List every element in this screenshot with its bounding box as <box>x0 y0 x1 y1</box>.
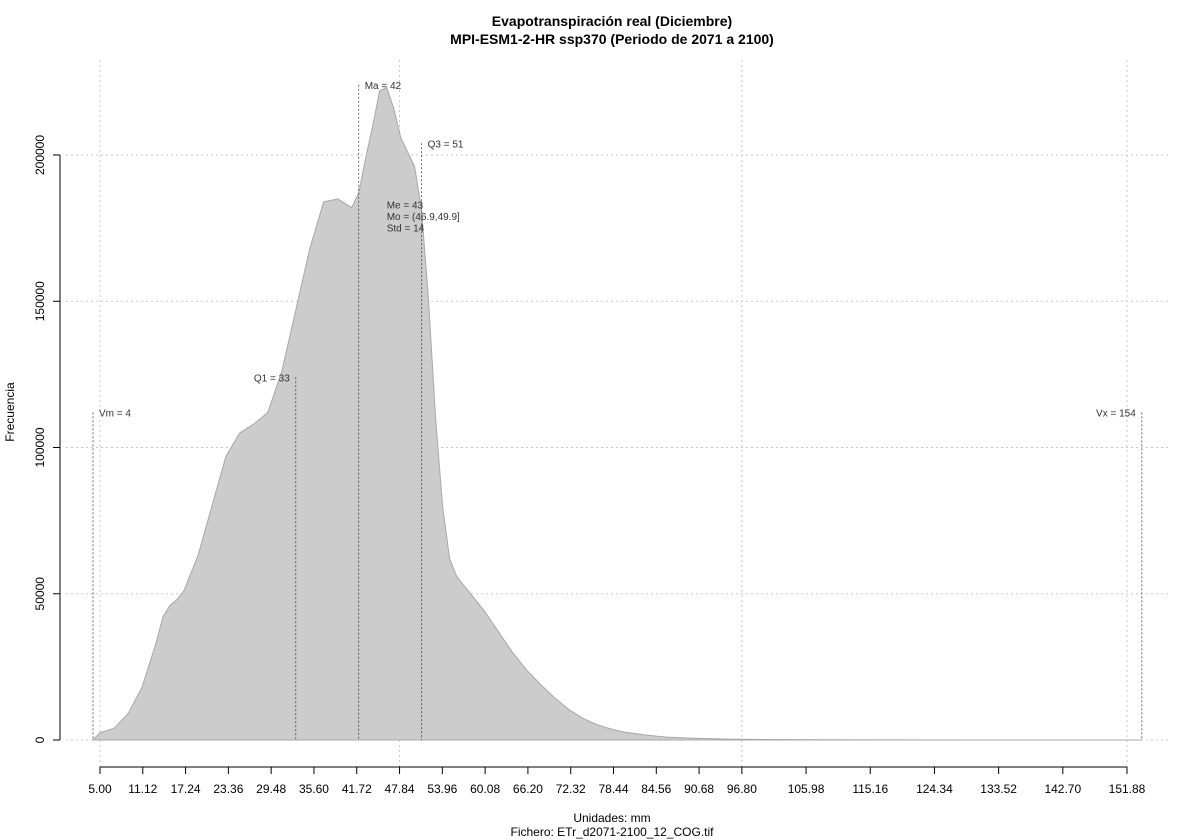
x-tick-label: 60.08 <box>470 782 500 796</box>
x-axis: 5.00 11.12 17.24 23.36 29.48 35.60 41.72 47.84 5… <box>88 766 1146 796</box>
x-tick-label: 124.34 <box>916 782 953 796</box>
frequency-area <box>91 87 1142 741</box>
y-tick-label: 200000 <box>33 135 47 175</box>
x-tick-label: 47.84 <box>385 782 415 796</box>
y-axis: 0 50000 100000 150000 200000 <box>33 135 61 743</box>
x-tick-label: 142.70 <box>1044 782 1081 796</box>
chart-subtitle: MPI-ESM1-2-HR ssp370 (Periodo de 2071 a … <box>450 31 774 47</box>
x-tick-label: 151.88 <box>1109 782 1146 796</box>
file-label: Fichero: ETr_d2071-2100_12_COG.tif <box>511 825 715 839</box>
x-tick-label: 105.98 <box>788 782 825 796</box>
x-tick-label: 72.32 <box>556 782 586 796</box>
x-tick-label: 115.16 <box>852 782 888 796</box>
x-tick-label: 133.52 <box>980 782 1017 796</box>
marker-label: Vx = 154 <box>1096 408 1136 419</box>
statistic-markers: Vm = 4 Q1 = 33 Ma = 42 Q3 = 51 Vx = 154 <box>92 81 1143 740</box>
marker-label: Ma = 42 <box>365 81 402 92</box>
stat-median: Me = 43 <box>387 201 424 212</box>
x-tick-label: 41.72 <box>342 782 372 796</box>
x-tick-label: 17.24 <box>171 782 201 796</box>
x-tick-label: 96.80 <box>727 782 757 796</box>
x-tick-label: 53.96 <box>427 782 457 796</box>
marker-label: Q1 = 33 <box>254 373 290 384</box>
x-tick-label: 66.20 <box>513 782 543 796</box>
x-tick-label: 5.00 <box>88 782 112 796</box>
x-tick-label: 90.68 <box>684 782 714 796</box>
y-tick-label: 0 <box>33 736 47 743</box>
x-tick-label: 78.44 <box>598 782 628 796</box>
x-tick-label: 11.12 <box>128 782 157 796</box>
x-tick-label: 29.48 <box>256 782 286 796</box>
marker-label: Vm = 4 <box>99 408 131 419</box>
y-axis-label: Frecuencia <box>3 382 17 442</box>
y-tick-label: 50000 <box>33 577 47 611</box>
x-tick-label: 35.60 <box>299 782 329 796</box>
stat-mode: Mo = (46.9,49.9] <box>387 212 460 223</box>
x-tick-label: 23.36 <box>213 782 243 796</box>
y-tick-label: 100000 <box>33 427 47 467</box>
marker-label: Q3 = 51 <box>428 139 464 150</box>
x-tick-label: 84.56 <box>641 782 671 796</box>
chart-title: Evapotranspiración real (Diciembre) <box>492 13 732 29</box>
x-axis-label: Unidades: mm <box>573 811 650 825</box>
stat-std: Std = 14 <box>387 224 425 235</box>
y-tick-label: 150000 <box>33 281 47 321</box>
